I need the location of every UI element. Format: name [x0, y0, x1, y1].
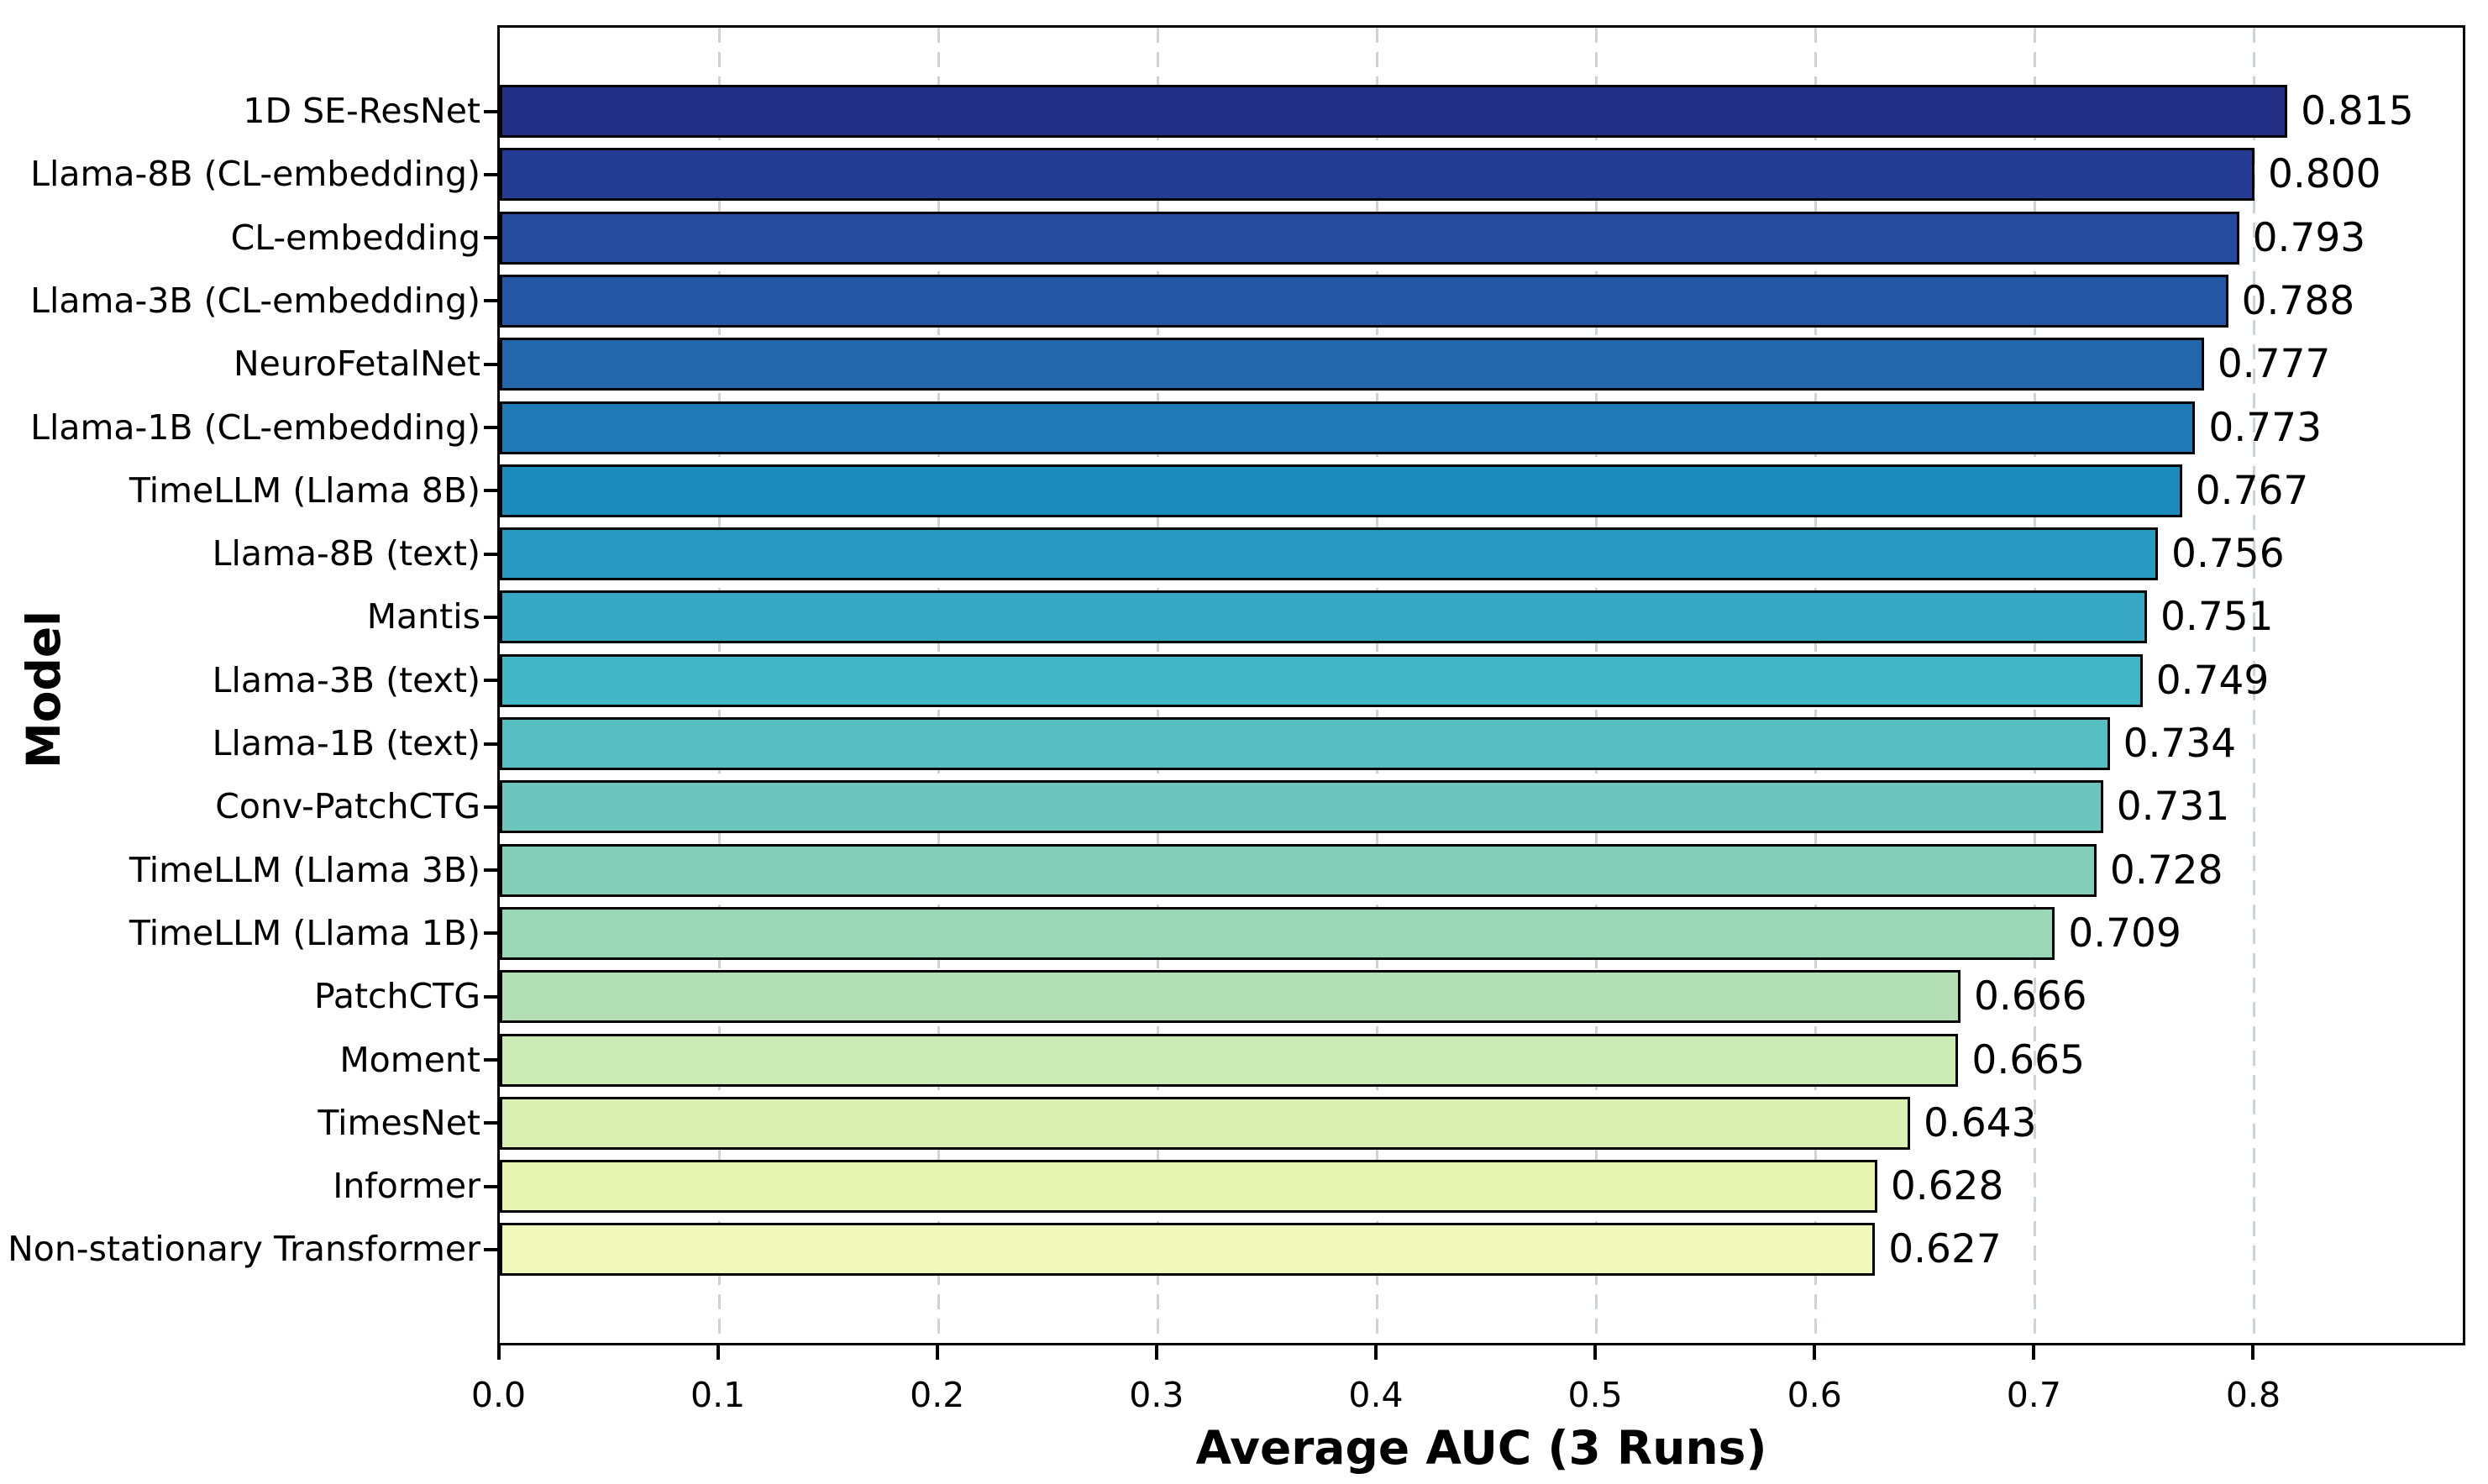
- bar-value-label: 0.749: [2155, 657, 2270, 704]
- bar-value-label: 0.756: [2171, 531, 2285, 578]
- y-tick-label: Mantis: [366, 596, 480, 637]
- bar-value-label: 0.751: [2160, 594, 2274, 641]
- bar: [500, 527, 2159, 581]
- y-tick-label: CL-embedding: [230, 217, 480, 258]
- bar-value-label: 0.665: [1971, 1036, 2085, 1083]
- bar-value-label: 0.788: [2241, 277, 2355, 324]
- y-tick-label: Llama-8B (CL-embedding): [30, 154, 480, 195]
- y-tick-label: PatchCTG: [313, 976, 480, 1017]
- y-tick-label: TimesNet: [318, 1102, 480, 1143]
- plot-inner: 0.815 0.800 0.793 0.788 0.777 0.773 0.767 0.756…: [500, 28, 2463, 1343]
- y-tick-mark: [484, 109, 497, 113]
- y-tick-label: TimeLLM (Llama 1B): [129, 912, 480, 953]
- bar: [500, 1160, 1877, 1214]
- y-tick-label: Non-stationary Transformer: [8, 1229, 480, 1270]
- x-tick-label: 0.7: [2006, 1375, 2061, 1415]
- bar-value-label: 0.728: [2109, 847, 2223, 894]
- x-tick-mark: [1154, 1345, 1158, 1360]
- plot-area: 0.815 0.800 0.793 0.788 0.777 0.773 0.767 0.756…: [497, 25, 2465, 1345]
- bar-value-label: 0.793: [2252, 214, 2366, 261]
- x-tick-label: 0.3: [1129, 1375, 1184, 1415]
- bar: [500, 1223, 1876, 1277]
- y-tick-label: NeuroFetalNet: [233, 343, 480, 385]
- y-tick-label: Moment: [339, 1039, 480, 1080]
- y-tick-mark: [484, 236, 497, 240]
- y-tick-label: Conv-PatchCTG: [215, 786, 480, 827]
- x-tick-label: 0.6: [1787, 1375, 1842, 1415]
- x-tick-label: 0.5: [1567, 1375, 1623, 1415]
- bar-value-label: 0.643: [1923, 1099, 2037, 1146]
- bar: [500, 780, 2103, 834]
- y-tick-mark: [484, 742, 497, 746]
- y-tick-mark: [484, 172, 497, 176]
- y-tick-mark: [484, 931, 497, 936]
- x-tick-mark: [2251, 1345, 2255, 1360]
- y-tick-mark: [484, 552, 497, 556]
- bar-value-label: 0.734: [2123, 721, 2237, 767]
- bar-value-label: 0.800: [2267, 151, 2381, 198]
- y-tick-mark: [484, 868, 497, 873]
- y-tick-mark: [484, 1247, 497, 1251]
- x-tick-mark: [716, 1345, 720, 1360]
- x-tick-mark: [1373, 1345, 1378, 1360]
- y-tick-mark: [484, 1184, 497, 1188]
- bar: [500, 338, 2204, 391]
- bar-value-label: 0.777: [2217, 341, 2331, 388]
- bar-value-label: 0.628: [1890, 1163, 2004, 1210]
- y-tick-label: TimeLLM (Llama 8B): [129, 469, 480, 511]
- bar: [500, 464, 2182, 517]
- y-tick-mark: [484, 489, 497, 493]
- x-tick-label: 0.2: [910, 1375, 965, 1415]
- y-tick-label: Llama-8B (text): [212, 533, 480, 574]
- y-tick-label: Llama-3B (text): [212, 659, 480, 700]
- bar: [500, 401, 2196, 454]
- bar: [500, 274, 2228, 328]
- x-tick-mark: [2032, 1345, 2036, 1360]
- x-tick-mark: [935, 1345, 939, 1360]
- x-tick-mark: [496, 1345, 501, 1360]
- bar: [500, 85, 2288, 138]
- y-tick-label: TimeLLM (Llama 3B): [129, 849, 480, 890]
- y-tick-label: Llama-1B (CL-embedding): [30, 406, 480, 448]
- y-tick-mark: [484, 362, 497, 366]
- y-tick-mark: [484, 426, 497, 429]
- y-tick-label: 1D SE-ResNet: [243, 91, 480, 131]
- bar: [500, 843, 2097, 897]
- bar-value-label: 0.773: [2208, 404, 2322, 451]
- x-axis-title: Average AUC (3 Runs): [1195, 1421, 1767, 1475]
- bar-value-label: 0.709: [2068, 910, 2181, 957]
- y-tick-mark: [484, 994, 497, 999]
- bar-value-label: 0.731: [2116, 784, 2230, 831]
- y-tick-label: Llama-3B (CL-embedding): [30, 280, 480, 321]
- x-tick-label: 0.8: [2225, 1375, 2281, 1415]
- y-tick-mark: [484, 679, 497, 683]
- y-tick-mark: [484, 1058, 497, 1062]
- bar-value-label: 0.815: [2301, 88, 2414, 134]
- x-tick-label: 0.1: [690, 1375, 746, 1415]
- bar: [500, 1096, 1910, 1150]
- bar: [500, 653, 2143, 707]
- x-tick-label: 0.4: [1348, 1375, 1404, 1415]
- bar-value-label: 0.666: [1974, 973, 2087, 1020]
- bar: [500, 1033, 1959, 1087]
- gridline: [2253, 28, 2256, 1343]
- bar-value-label: 0.627: [1888, 1226, 2002, 1273]
- bar: [500, 148, 2254, 202]
- x-tick-mark: [1593, 1345, 1598, 1360]
- y-tick-mark: [484, 299, 497, 303]
- x-tick-label: 0.0: [470, 1375, 527, 1415]
- bar-value-label: 0.767: [2195, 467, 2309, 514]
- y-tick-mark: [484, 615, 497, 619]
- bar: [500, 906, 2055, 960]
- bar: [500, 590, 2147, 644]
- y-tick-label: Informer: [333, 1166, 480, 1207]
- bar: [500, 211, 2239, 265]
- y-tick-mark: [484, 805, 497, 809]
- bar: [500, 970, 1961, 1024]
- y-tick-label: Llama-1B (text): [212, 723, 480, 763]
- bar: [500, 717, 2110, 770]
- y-tick-mark: [484, 1121, 497, 1125]
- x-tick-mark: [1813, 1345, 1817, 1360]
